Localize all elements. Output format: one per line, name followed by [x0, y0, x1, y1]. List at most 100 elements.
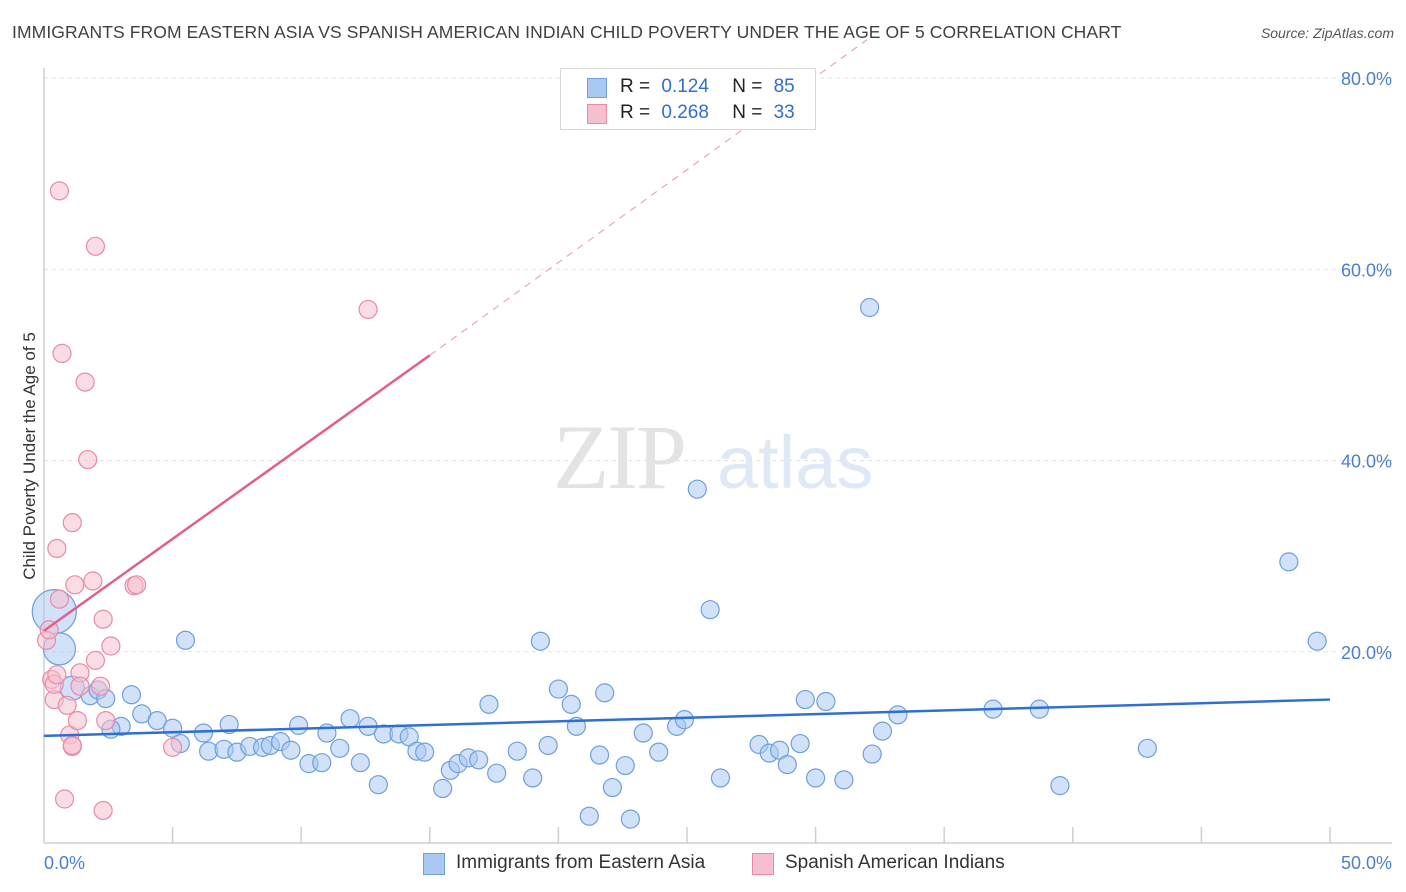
data-point-pink[interactable]: [62, 513, 82, 533]
data-point-pink[interactable]: [83, 571, 103, 591]
data-point-blue[interactable]: [523, 768, 543, 788]
data-point-blue[interactable]: [281, 740, 301, 760]
data-point-blue[interactable]: [700, 600, 720, 620]
data-point-pink[interactable]: [358, 299, 378, 320]
data-point-blue[interactable]: [579, 806, 599, 826]
data-point-blue[interactable]: [289, 715, 309, 735]
data-point-blue[interactable]: [805, 768, 826, 788]
watermark-zip: ZIP: [553, 406, 685, 508]
data-point-blue[interactable]: [615, 755, 635, 776]
legend-n-value: 85: [773, 76, 795, 97]
series-swatch-blue: [423, 853, 445, 875]
data-point-blue[interactable]: [530, 631, 550, 651]
data-point-pink[interactable]: [54, 789, 75, 809]
data-point-blue[interactable]: [415, 742, 435, 762]
data-point-pink[interactable]: [101, 636, 121, 656]
data-point-pink[interactable]: [57, 695, 77, 715]
data-point-pink[interactable]: [85, 236, 106, 256]
data-point-pink[interactable]: [163, 737, 183, 757]
legend-n-label: N =: [732, 76, 763, 97]
data-point-blue[interactable]: [777, 754, 797, 775]
data-point-blue[interactable]: [710, 768, 731, 788]
data-point-blue[interactable]: [219, 714, 239, 735]
data-point-blue[interactable]: [620, 809, 641, 829]
data-point-blue[interactable]: [487, 763, 507, 783]
data-point-blue[interactable]: [193, 723, 214, 743]
data-point-blue[interactable]: [175, 630, 196, 650]
data-point-pink[interactable]: [90, 676, 111, 696]
data-point-blue[interactable]: [368, 775, 388, 795]
data-point-blue[interactable]: [790, 733, 810, 754]
chart-title: IMMIGRANTS FROM EASTERN ASIA VS SPANISH …: [12, 22, 1122, 42]
series-legend: Immigrants from Eastern Asia Spanish Ame…: [0, 850, 1406, 878]
data-point-blue[interactable]: [816, 691, 836, 712]
y-tick-label: 40.0%: [1341, 452, 1392, 472]
legend-swatch-blue: [587, 78, 607, 98]
trend-lines: [43, 39, 1331, 738]
data-point-blue[interactable]: [602, 777, 623, 798]
series-legend-label: Immigrants from Eastern Asia: [456, 852, 706, 873]
watermark-atlas: atlas: [717, 421, 873, 504]
data-point-blue[interactable]: [1279, 552, 1299, 572]
data-point-pink[interactable]: [96, 710, 116, 731]
legend-r-label: R =: [620, 76, 651, 97]
y-tick-labels: 20.0% 40.0% 60.0% 80.0%: [1341, 69, 1392, 663]
data-point-blue[interactable]: [834, 770, 854, 790]
data-point-blue[interactable]: [795, 689, 815, 710]
data-point-blue[interactable]: [548, 679, 569, 699]
data-point-blue[interactable]: [561, 694, 581, 714]
data-point-blue[interactable]: [589, 745, 610, 765]
data-point-blue[interactable]: [860, 297, 880, 318]
data-point-pink[interactable]: [65, 575, 85, 595]
data-point-pink[interactable]: [49, 181, 70, 201]
data-point-pink[interactable]: [47, 538, 67, 559]
data-point-blue[interactable]: [674, 710, 695, 730]
data-point-blue[interactable]: [862, 744, 882, 764]
data-point-blue[interactable]: [147, 710, 167, 731]
x-ticks: [171, 827, 1331, 843]
y-tick-label: 20.0%: [1341, 643, 1392, 663]
trend-line-blue: [43, 698, 1331, 738]
legend-r-label: R =: [620, 102, 651, 123]
y-tick-label: 60.0%: [1341, 260, 1392, 280]
data-point-blue[interactable]: [330, 738, 350, 758]
data-point-pink[interactable]: [47, 665, 67, 685]
data-point-blue[interactable]: [872, 721, 893, 741]
data-point-blue[interactable]: [350, 753, 370, 773]
data-point-pink[interactable]: [52, 343, 72, 363]
data-point-blue[interactable]: [479, 694, 499, 714]
data-point-pink[interactable]: [85, 650, 106, 670]
data-point-blue[interactable]: [312, 753, 332, 773]
data-point-blue[interactable]: [433, 778, 453, 799]
watermark: ZIP atlas: [553, 406, 873, 508]
data-point-pink[interactable]: [75, 372, 95, 392]
data-point-blue[interactable]: [121, 685, 142, 705]
data-point-pink[interactable]: [78, 449, 98, 470]
data-point-pink[interactable]: [93, 800, 113, 821]
data-point-blue[interactable]: [649, 742, 669, 762]
data-point-pink[interactable]: [67, 710, 88, 731]
data-point-blue[interactable]: [1307, 631, 1327, 651]
data-point-blue[interactable]: [687, 479, 707, 499]
x-tick-label-max: 50.0%: [1341, 853, 1392, 873]
data-point-blue[interactable]: [340, 709, 360, 729]
data-point-blue[interactable]: [1137, 738, 1157, 758]
data-point-blue[interactable]: [595, 683, 615, 703]
y-tick-label: 80.0%: [1341, 69, 1392, 89]
data-point-blue[interactable]: [633, 723, 653, 743]
data-point-pink[interactable]: [62, 735, 82, 756]
grid-lines: [44, 77, 1392, 653]
data-points: [31, 181, 1327, 829]
data-point-blue[interactable]: [888, 705, 908, 725]
data-point-pink[interactable]: [93, 609, 113, 629]
data-point-pink[interactable]: [70, 676, 90, 696]
data-point-blue[interactable]: [538, 735, 558, 756]
legend-r-value: 0.124: [661, 76, 709, 97]
x-tick-label-min: 0.0%: [44, 853, 85, 873]
data-point-blue[interactable]: [469, 750, 489, 770]
data-point-blue[interactable]: [1050, 776, 1070, 796]
data-point-pink[interactable]: [126, 575, 147, 595]
data-point-pink[interactable]: [49, 589, 70, 609]
data-point-blue[interactable]: [507, 741, 527, 761]
correlation-legend: R = 0.124 N = 85 R = 0.268 N = 33: [560, 68, 816, 130]
